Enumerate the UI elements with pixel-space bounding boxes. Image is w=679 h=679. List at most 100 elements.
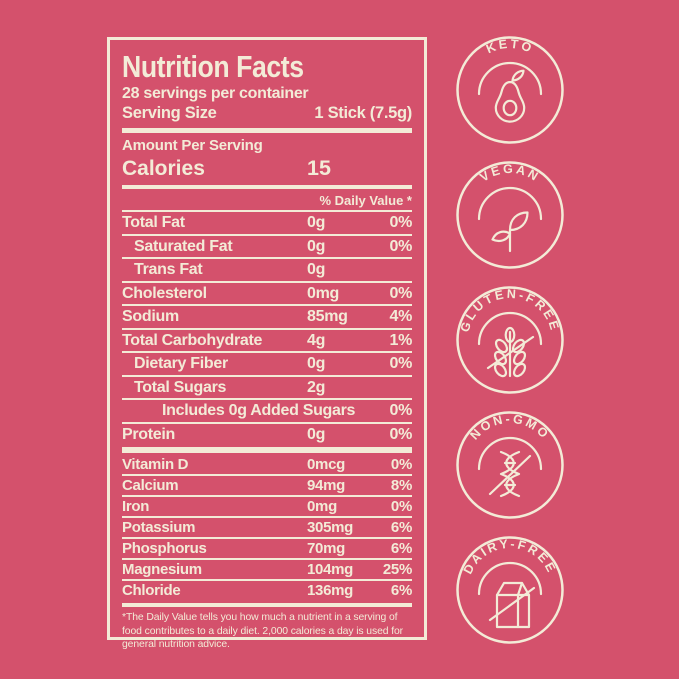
badge-column: KETO VEGAN GLUTEN-FREE NON-GMO DAIRY-FREE (455, 35, 565, 645)
serving-size-label: Serving Size (122, 104, 217, 122)
nutrient-amount: 136mg (307, 582, 354, 599)
nutrient-amount: 4g (307, 331, 326, 349)
nutrient-row: Potassium 305mg 6% (122, 516, 412, 537)
calories-label: Calories (122, 157, 205, 180)
badge-label: VEGAN (477, 162, 539, 185)
nutrient-row: Sodium 85mg 4% (122, 304, 412, 328)
svg-text:DAIRY-FREE: DAIRY-FREE (461, 537, 560, 577)
nutrient-name: Dietary Fiber (134, 355, 228, 372)
nutrient-daily-value: 6% (390, 582, 412, 599)
badge-ring (456, 36, 564, 144)
nutrient-amount: 70mg (307, 540, 345, 557)
nutrient-daily-value: 0% (390, 456, 412, 473)
nutrient-row: Saturated Fat 0g 0% (122, 233, 412, 258)
nutrient-amount: 0mg (307, 284, 339, 302)
badge-arc (477, 436, 543, 471)
servings-per-container: 28 servings per container (122, 85, 309, 102)
nutrient-amount: 0g (307, 261, 326, 278)
nutrient-row: Dietary Fiber 0g 0% (122, 351, 412, 375)
nutrient-row: Calcium 94mg 8% (122, 474, 412, 495)
nutrient-name: Potassium (122, 519, 196, 536)
nutrient-daily-value: 0% (389, 425, 412, 443)
daily-value-header: % Daily Value * (319, 193, 413, 208)
nutrient-row: Total Fat 0g 0% (122, 210, 412, 234)
nutrient-daily-value: 0% (390, 498, 412, 515)
badge-ring (456, 411, 564, 519)
nutrient-amount: 104mg (307, 561, 354, 578)
dna-icon (488, 450, 532, 498)
nutrient-name: Iron (122, 498, 150, 515)
divider-extra-thick (122, 447, 412, 453)
nutrient-name: Total Carbohydrate (122, 331, 263, 349)
nutrient-name: Sodium (122, 308, 179, 325)
nutrition-facts-label: Nutrition Facts 28 servings per containe… (107, 37, 427, 650)
nutrient-amount: 94mg (307, 477, 345, 494)
nutrient-name: Phosphorus (122, 540, 207, 557)
wheat-icon (486, 326, 535, 380)
nutrient-row: Iron 0mg 0% (122, 495, 412, 516)
nutrient-row: Phosphorus 70mg 6% (122, 537, 412, 558)
nutrient-amount: 2g (307, 378, 326, 396)
avocado-icon (494, 69, 526, 123)
badge-gluten-free: GLUTEN-FREE (456, 286, 564, 394)
nutrient-daily-value: 1% (389, 331, 412, 349)
micronutrient-rows: Vitamin D 0mcg 0% Calcium 94mg 8% Iron 0mg 0% Pot… (122, 455, 412, 600)
nutrient-name: Total Sugars (134, 378, 227, 396)
nutrient-amount: 0g (307, 237, 326, 255)
nutrient-name: Cholesterol (122, 284, 207, 302)
badge-arc (477, 311, 543, 346)
badge-non-gmo: NON-GMO (456, 411, 564, 519)
nutrient-daily-value: 8% (390, 477, 412, 494)
nutrient-name: Total Fat (122, 214, 185, 231)
nutrient-name: Vitamin D (122, 456, 189, 473)
badge-arc (477, 61, 543, 96)
nutrient-name: Calcium (122, 477, 179, 494)
nutrient-name: Includes 0g Added Sugars (162, 402, 356, 419)
nutrient-row: Magnesium 104mg 25% (122, 558, 412, 579)
badge-label: GLUTEN-FREE (458, 287, 560, 334)
nutrient-daily-value: 6% (390, 540, 412, 557)
badge-dairy-free: DAIRY-FREE (456, 536, 564, 644)
nutrient-daily-value: 0% (389, 355, 412, 372)
nutrient-name: Magnesium (122, 561, 202, 578)
nutrient-row: Trans Fat 0g (122, 257, 412, 281)
nutrient-row: Vitamin D 0mcg 0% (122, 455, 412, 474)
divider-medium (122, 185, 412, 189)
badge-ring (456, 161, 564, 269)
divider-thick (122, 128, 412, 133)
nutrient-name: Saturated Fat (134, 237, 233, 255)
nutrient-daily-value: 6% (390, 519, 412, 536)
nutrient-amount: 0mg (307, 498, 337, 515)
calories-value: 15 (307, 156, 331, 180)
milk-carton-icon (488, 581, 536, 629)
badge-arc (477, 186, 543, 221)
nutrient-row: Includes 0g Added Sugars 0% (122, 398, 412, 422)
nutrient-amount: 0g (307, 214, 326, 231)
calories-row: Calories 15 (122, 155, 412, 182)
serving-size-row: Serving Size 1 Stick (7.5g) (122, 103, 412, 123)
daily-value-footnote: *The Daily Value tells you how much a nu… (122, 612, 404, 650)
sprout-icon (491, 211, 529, 253)
nutrient-row: Chloride 136mg 6% (122, 579, 412, 600)
nutrient-name: Trans Fat (134, 261, 203, 278)
nutrient-daily-value: 0% (389, 402, 412, 419)
nutrient-daily-value: 0% (389, 214, 412, 231)
nutrient-rows: Total Fat 0g 0% Saturated Fat 0g 0% Trans Fat 0… (122, 210, 412, 445)
amount-per-serving: Amount Per Serving (122, 137, 263, 154)
nutrient-amount: 0g (307, 425, 326, 443)
nutrient-row: Total Sugars 2g (122, 374, 412, 399)
nutrient-daily-value: 0% (389, 237, 412, 255)
badge-arc (477, 561, 543, 596)
nutrient-daily-value: 4% (389, 308, 412, 325)
nutrient-amount: 0g (307, 355, 326, 372)
label-title: Nutrition Facts (122, 49, 304, 84)
nutrient-daily-value: 25% (382, 561, 412, 578)
badge-ring (456, 286, 564, 394)
nutrient-daily-value: 0% (389, 284, 412, 302)
badge-vegan: VEGAN (456, 161, 564, 269)
nutrient-row: Protein 0g 0% (122, 421, 412, 446)
svg-text:VEGAN: VEGAN (477, 162, 542, 185)
nutrient-row: Cholesterol 0mg 0% (122, 280, 412, 305)
nutrient-name: Chloride (122, 582, 181, 599)
nutrient-name: Protein (122, 425, 176, 443)
